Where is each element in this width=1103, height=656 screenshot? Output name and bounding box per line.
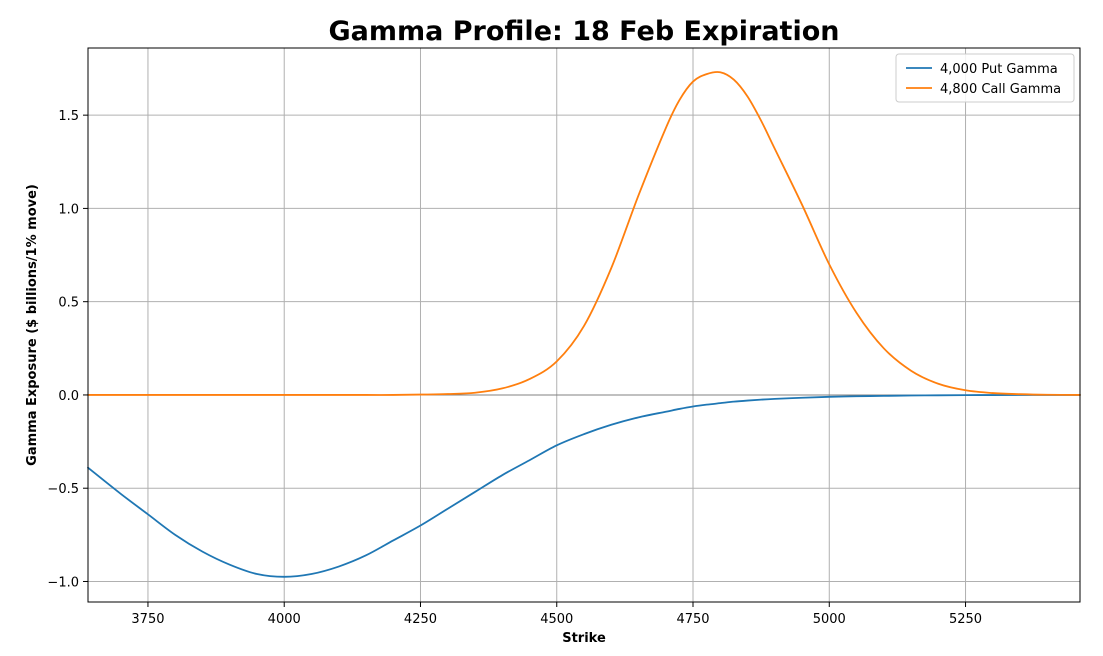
y-axis-label: Gamma Exposure ($ billions/1% move) <box>25 184 40 466</box>
x-axis: 3750 4000 4250 4500 4750 5000 5250 <box>131 602 982 627</box>
y-tick-label: 0.5 <box>58 296 79 311</box>
legend-box <box>895 53 1075 103</box>
series-layer <box>87 71 1081 578</box>
y-tick-label: 1.0 <box>58 202 79 217</box>
y-tick-label: −0.5 <box>47 482 79 497</box>
legend-entry-label: 4,000 Put Gamma <box>940 62 1058 77</box>
plot-frame <box>87 47 1081 603</box>
x-axis-label: Strike <box>562 631 606 646</box>
x-tick-label: 4250 <box>404 612 437 627</box>
legend-entry-label: 4,800 Call Gamma <box>940 82 1061 97</box>
y-tick-label: −1.0 <box>47 575 79 590</box>
x-tick-label: 4000 <box>268 612 301 627</box>
x-tick-label: 5000 <box>813 612 846 627</box>
y-tick-label: 0.0 <box>58 389 79 404</box>
series-line-put-gamma <box>87 394 1081 578</box>
x-tick-label: 3750 <box>131 612 164 627</box>
legend: 4,000 Put Gamma 4,800 Call Gamma <box>895 53 1075 103</box>
y-axis: −1.0 −0.5 0.0 0.5 1.0 1.5 <box>47 109 88 590</box>
y-tick-label: 1.5 <box>58 109 79 124</box>
chart-title: Gamma Profile: 18 Feb Expiration <box>329 16 840 47</box>
x-tick-label: 4750 <box>676 612 709 627</box>
x-tick-label: 5250 <box>949 612 982 627</box>
series-line-call-gamma <box>87 71 1081 396</box>
x-tick-label: 4500 <box>540 612 573 627</box>
